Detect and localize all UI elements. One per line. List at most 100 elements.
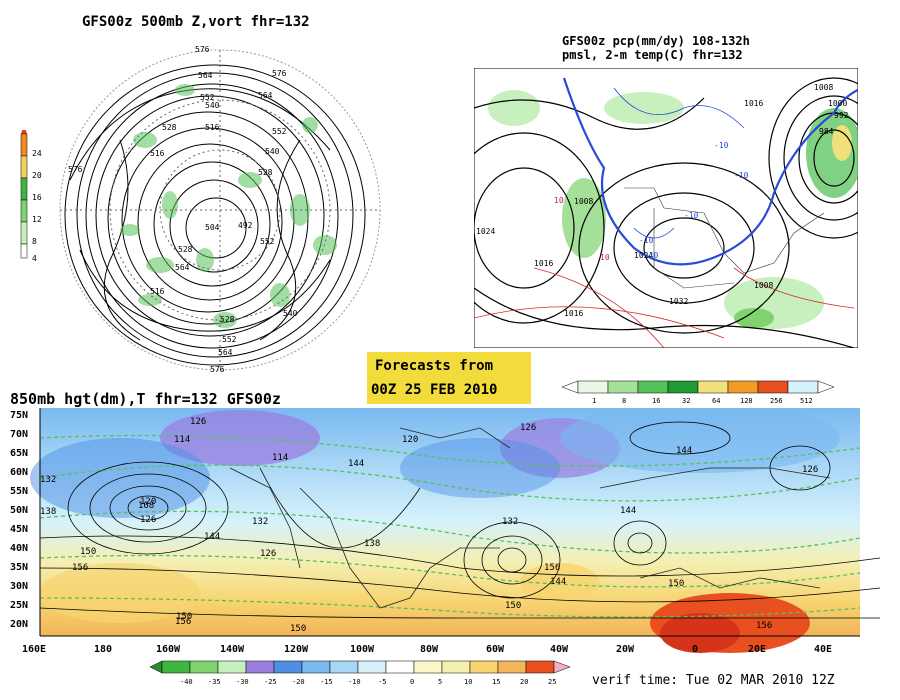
lat-65n: 65N — [10, 448, 28, 459]
pmsl-warm-labels: 10 10 — [554, 196, 610, 262]
hgt-19: 150 — [668, 579, 684, 589]
polar-label-21: 564 — [218, 348, 233, 357]
polar-vorticity-shading — [120, 84, 337, 328]
hgt-1: 126 — [190, 417, 206, 427]
precip-tick-1: 1 — [592, 397, 596, 405]
850mb-lon-labels: 160E 180 160W 140W 120W 100W 80W 60W 40W… — [22, 644, 832, 655]
polar-height-contours — [64, 64, 366, 366]
pmsl-label-3: 984 — [819, 127, 834, 136]
panel-850mb-title: 850mb hgt(dm),T fhr=132 GFS00z — [10, 390, 281, 408]
hgt-10: 132 — [252, 517, 268, 527]
temp-tick-m25: -25 — [264, 678, 277, 686]
850mb-coastlines — [229, 427, 831, 609]
temp-tick-15: 15 — [492, 678, 500, 686]
hgt-21: 156 — [756, 621, 772, 631]
forecast-init-line1: Forecasts from — [375, 358, 494, 374]
pmsl-temp-3: -10 — [639, 236, 654, 245]
polar-label-0: 576 — [195, 45, 210, 54]
850mb-isotherms — [39, 434, 861, 618]
map-850mb: 75N 70N 65N 60N 55N 50N 45N 40N 35N 30N … — [10, 408, 880, 655]
polar-label-1: 564 — [198, 71, 213, 80]
hgt-26: 156 — [175, 617, 191, 627]
pmsl-label-2: 992 — [834, 111, 849, 120]
lat-75n: 75N — [10, 410, 28, 421]
temperature-colorbar: -40 -35 -30 -25 -20 -15 -10 -5 0 5 10 15… — [150, 660, 571, 686]
pmsl-label-4: 1016 — [744, 99, 763, 108]
polar-label-13: 492 — [238, 221, 253, 230]
vort-tick-8: 8 — [32, 237, 37, 246]
polar-label-23: 516 — [150, 287, 165, 296]
polar-label-8: 552 — [272, 127, 287, 136]
lat-25n: 25N — [10, 600, 28, 611]
polar-label-4: 528 — [162, 123, 177, 132]
pmsl-temp-0: -10 — [714, 141, 729, 150]
lon-60w: 60W — [486, 644, 505, 655]
forecast-init-box: Forecasts from 00Z 25 FEB 2010 — [367, 352, 531, 404]
lat-60n: 60N — [10, 467, 28, 478]
polar-label-17: 564 — [175, 263, 190, 272]
polar-label-2: 552 — [200, 93, 215, 102]
pmsl-temp-2: -10 — [684, 211, 699, 220]
hgt-3: 126 — [140, 515, 156, 525]
hgt-18: 156 — [544, 563, 560, 573]
lat-35n: 35N — [10, 562, 28, 573]
hgt-8: 126 — [520, 423, 536, 433]
pmsl-label-5: 1024 — [476, 227, 495, 236]
panel-500mb-title: GFS00z 500mb Z,vort fhr=132 — [82, 14, 310, 30]
polar-label-16: 528 — [178, 245, 193, 254]
lon-40w: 40W — [550, 644, 569, 655]
temp-tick-0: 0 — [410, 678, 414, 686]
polar-graticule — [60, 50, 380, 370]
precip-tick-8: 8 — [622, 397, 626, 405]
lon-0: 0 — [692, 644, 698, 655]
pmsl-temp-labels: -10 -10 -10 -10 -10 — [639, 141, 749, 260]
temp-tick-10: 10 — [464, 678, 472, 686]
temp-tick-5: 5 — [438, 678, 442, 686]
hgt-4: 120 — [140, 497, 156, 507]
precip-tick-64: 64 — [712, 397, 720, 405]
pmsl-label-7: 1008 — [574, 197, 593, 206]
lat-30n: 30N — [10, 581, 28, 592]
polar-label-9: 540 — [265, 147, 280, 156]
pmsl-label-6: 1016 — [534, 259, 553, 268]
850mb-axis-frame — [39, 408, 860, 637]
lat-55n: 55N — [10, 486, 28, 497]
pmsl-label-1: 1000 — [828, 99, 847, 108]
pmsl-label-8: 1024 — [634, 251, 653, 260]
polar-label-7: 564 — [258, 91, 273, 100]
pmsl-warm-0: 10 — [554, 196, 564, 205]
lat-40n: 40N — [10, 543, 28, 554]
lat-45n: 45N — [10, 524, 28, 535]
temp-tick-m20: -20 — [292, 678, 305, 686]
vorticity-colorbar: 24 20 16 12 8 4 — [20, 130, 42, 263]
lon-120w: 120W — [284, 644, 309, 655]
polar-label-5: 516 — [205, 123, 220, 132]
hgt-20: 150 — [505, 601, 521, 611]
pmsl-label-10: 1016 — [564, 309, 583, 318]
panel-pmsl-title-1: GFS00z pcp(mm/dy) 108-132h — [562, 34, 750, 48]
lon-20e: 20E — [748, 644, 766, 655]
hgt-28: 126 — [802, 465, 818, 475]
lat-70n: 70N — [10, 429, 28, 440]
pmsl-warm-1: 10 — [600, 253, 610, 262]
pmsl-map: 1008 1000 992 984 1016 1024 1016 1008 10… — [474, 68, 858, 348]
vort-tick-16: 16 — [32, 193, 42, 202]
lat-20n: 20N — [10, 619, 28, 630]
forecast-init-line2: 00Z 25 FEB 2010 — [371, 382, 498, 398]
polar-label-22: 576 — [68, 165, 83, 174]
temp-tick-m10: -10 — [348, 678, 361, 686]
temp-tick-m15: -15 — [320, 678, 333, 686]
lon-80w: 80W — [420, 644, 439, 655]
temp-tick-25: 25 — [548, 678, 556, 686]
polar-label-18: 576 — [210, 365, 225, 374]
polar-label-14: 552 — [260, 237, 275, 246]
vort-tick-24: 24 — [32, 149, 42, 158]
polar-label-20: 552 — [222, 335, 237, 344]
pmsl-precip-shading — [488, 90, 858, 329]
temp-tick-m35: -35 — [208, 678, 221, 686]
precip-tick-32: 32 — [682, 397, 690, 405]
pmsl-coastlines — [624, 187, 825, 289]
polar-label-19: 528 — [220, 315, 235, 324]
hgt-6: 114 — [272, 453, 288, 463]
precip-tick-256: 256 — [770, 397, 783, 405]
